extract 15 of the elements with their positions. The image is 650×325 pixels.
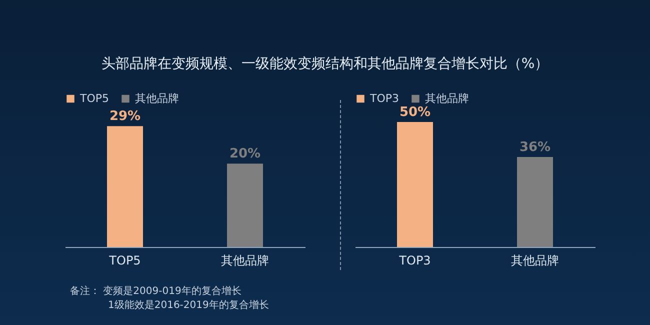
chart-title: 头部品牌在变频规模、一级能效变频结构和其他品牌复合增长对比（%） <box>100 55 550 73</box>
legend-label: 其他品牌 <box>135 92 179 105</box>
data-label: 29% <box>109 109 141 124</box>
x-tick-label: TOP5 <box>108 254 141 268</box>
data-label: 50% <box>399 105 431 120</box>
x-tick-label: TOP3 <box>398 254 431 268</box>
legend-label: 其他品牌 <box>425 92 469 105</box>
text: 1级能效是2016-2019年的复合增长 <box>107 299 269 313</box>
legend-label: TOP3 <box>369 92 400 105</box>
data-label: 36% <box>519 140 551 155</box>
data-label: 20% <box>229 146 261 162</box>
x-tick-label: 其他品牌 <box>511 254 559 268</box>
text: 备注： 变频是2009-019年的复合增长 <box>70 285 242 299</box>
x-tick-label: 其他品牌 <box>221 254 269 268</box>
legend-label: TOP5 <box>79 92 110 105</box>
